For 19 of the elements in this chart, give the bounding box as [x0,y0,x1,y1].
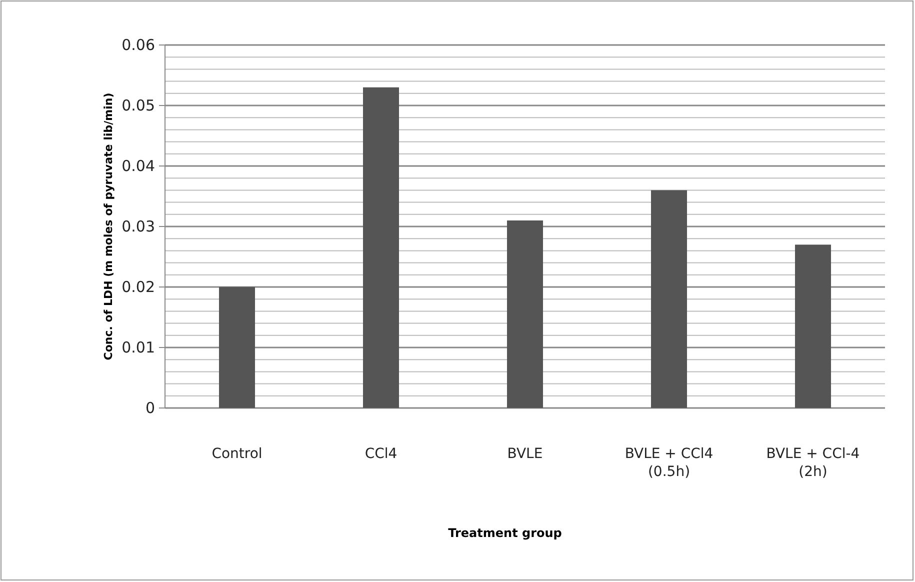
x-tick-label: BVLE [507,446,543,462]
x-tick-label: BVLE + CCl4 (0.5h) [624,446,714,480]
bar [507,220,543,408]
x-tick-label: CCl4 [364,446,398,462]
y-tick-label: 0 [145,398,155,417]
y-tick-label: 0.01 [122,338,155,356]
bar [363,87,399,408]
y-tick-label: 0.02 [122,278,155,296]
x-axis-title: Treatment group [448,526,562,540]
bar [651,190,687,408]
x-tick-label: BVLE + CCl-4 (2h) [766,446,860,480]
y-tick-label: 0.05 [122,96,155,114]
y-tick-label: 0.04 [122,156,155,175]
bar [219,287,255,408]
bar [795,244,831,408]
x-tick-label: Control [212,446,262,462]
y-axis-title: Conc. of LDH (m moles of pyruvate lib/min) [102,92,115,360]
y-tick-label: 0.03 [122,217,155,236]
y-tick-label: 0.06 [122,36,155,54]
